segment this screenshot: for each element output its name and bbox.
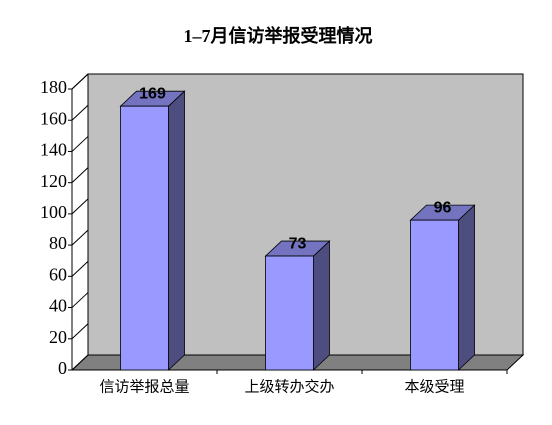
grid-line xyxy=(71,354,89,371)
chart-title: 1–7月信访举报受理情况 xyxy=(184,25,373,46)
grid-line xyxy=(71,167,89,184)
bar-side xyxy=(458,204,475,371)
x-tick-label: 上级转办交办 xyxy=(244,378,334,396)
value-label: 73 xyxy=(289,235,307,252)
y-tick-label: 160 xyxy=(40,108,67,128)
grid-line xyxy=(71,198,89,215)
y-tick-label: 0 xyxy=(58,358,67,378)
grid-line xyxy=(71,323,89,340)
grid-line xyxy=(71,292,89,308)
y-tick-label: 180 xyxy=(40,77,67,97)
y-tick-label: 140 xyxy=(40,140,67,160)
bar xyxy=(265,255,314,371)
bar xyxy=(120,105,169,371)
grid-line xyxy=(71,229,89,246)
value-label: 169 xyxy=(139,85,166,102)
x-tick-label: 信访举报总量 xyxy=(99,378,189,396)
y-tick-label: 40 xyxy=(49,296,67,316)
x-tick-label: 本级受理 xyxy=(404,378,464,396)
value-label: 96 xyxy=(434,199,452,216)
y-tick-label: 20 xyxy=(49,327,67,347)
bar-side xyxy=(168,90,185,371)
bar-side xyxy=(313,240,330,371)
bar xyxy=(410,219,459,371)
grid-line xyxy=(71,260,89,277)
y-tick-label: 100 xyxy=(40,202,67,222)
grid-line xyxy=(71,73,89,90)
grid-line xyxy=(71,136,89,152)
y-tick-label: 80 xyxy=(49,233,67,253)
y-tick-label: 60 xyxy=(49,264,67,284)
grid-line xyxy=(71,104,89,121)
y-tick-label: 120 xyxy=(40,171,67,191)
